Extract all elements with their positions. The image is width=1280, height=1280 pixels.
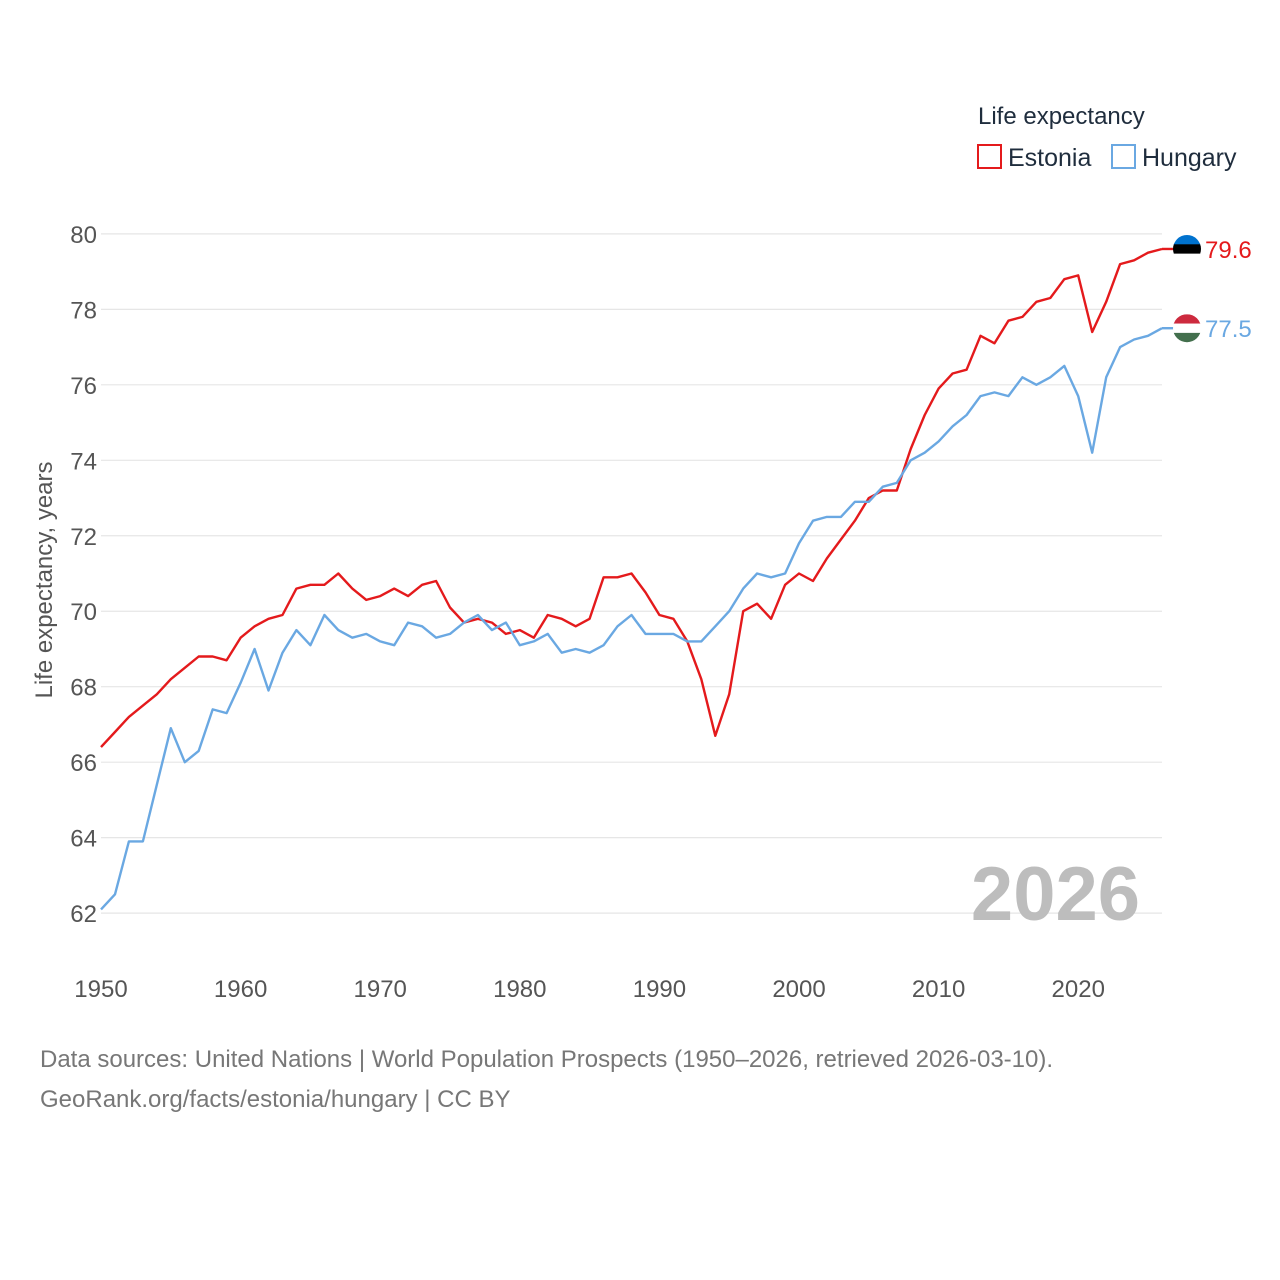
series-end-labels: 79.6 77.5 xyxy=(1162,234,1252,343)
footer: Data sources: United Nations | World Pop… xyxy=(40,1040,1053,1120)
series-line-estonia xyxy=(100,247,1163,748)
flag-stripe-estonia-2 xyxy=(1173,253,1201,263)
x-tick-1950: 1950 xyxy=(74,976,127,1003)
x-tick-1980: 1980 xyxy=(493,976,546,1003)
series-lines xyxy=(100,247,1163,911)
legend-swatch-hungary xyxy=(1111,144,1136,169)
flag-icon-estonia xyxy=(1173,234,1201,263)
legend-label-estonia: Estonia xyxy=(1008,144,1091,172)
legend-title: Life expectancy xyxy=(978,103,1145,130)
y-tick-78: 78 xyxy=(70,297,97,324)
flag-stripe-estonia-0 xyxy=(1173,234,1201,245)
legend-item-estonia[interactable]: Estonia xyxy=(977,144,1091,172)
flag-stripe-hungary-1 xyxy=(1173,323,1201,334)
year-watermark: 2026 xyxy=(971,852,1140,937)
y-tick-80: 80 xyxy=(70,222,97,249)
legend-swatch-estonia xyxy=(977,144,1002,169)
x-tick-1960: 1960 xyxy=(214,976,267,1003)
y-tick-68: 68 xyxy=(70,675,97,702)
y-tick-72: 72 xyxy=(70,524,97,551)
series-line-hungary xyxy=(100,327,1163,911)
end-value-label-hungary: 77.5 xyxy=(1205,316,1252,343)
x-tick-2010: 2010 xyxy=(912,976,965,1003)
y-tick-70: 70 xyxy=(70,599,97,626)
y-axis-label: Life expectancy, years xyxy=(31,461,58,698)
y-tick-62: 62 xyxy=(70,901,97,928)
y-tick-76: 76 xyxy=(70,373,97,400)
y-axis-ticks: 62 64 66 68 70 72 74 76 78 80 xyxy=(70,222,97,928)
legend-item-hungary[interactable]: Hungary xyxy=(1111,144,1237,172)
data-sources-text: Data sources: United Nations | World Pop… xyxy=(40,1046,1054,1073)
attribution-link[interactable]: GeoRank.org/facts/estonia/hungary | CC B… xyxy=(40,1086,511,1113)
gridlines xyxy=(101,233,1162,914)
flag-stripe-estonia-1 xyxy=(1173,244,1201,255)
x-axis-ticks: 1950 1960 1970 1980 1990 2000 2010 2020 xyxy=(74,976,1105,1003)
x-tick-1990: 1990 xyxy=(633,976,686,1003)
legend-label-hungary: Hungary xyxy=(1142,144,1237,172)
flag-icon-hungary xyxy=(1173,314,1201,343)
y-tick-64: 64 xyxy=(70,826,97,853)
legend: Life expectancy Estonia Hungary xyxy=(977,103,1237,172)
flag-stripe-hungary-2 xyxy=(1173,332,1201,343)
x-tick-2000: 2000 xyxy=(772,976,825,1003)
y-tick-74: 74 xyxy=(70,448,97,475)
end-value-label-estonia: 79.6 xyxy=(1205,237,1252,264)
y-tick-66: 66 xyxy=(70,750,97,777)
flag-stripe-hungary-0 xyxy=(1173,314,1201,325)
x-tick-1970: 1970 xyxy=(354,976,407,1003)
x-tick-2020: 2020 xyxy=(1052,976,1105,1003)
